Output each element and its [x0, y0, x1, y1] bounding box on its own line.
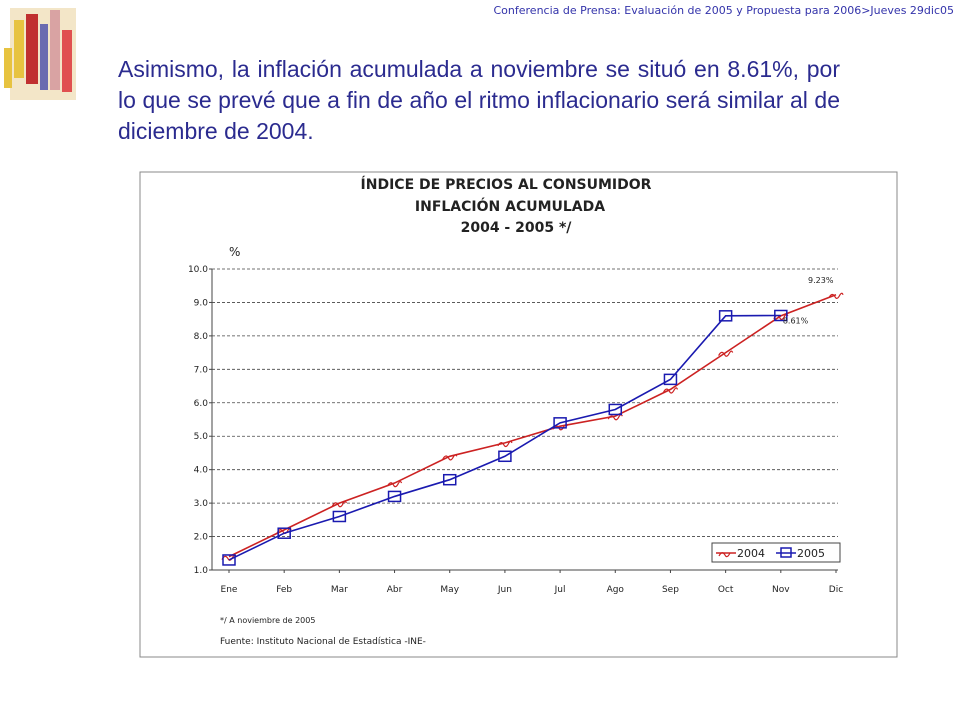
- x-tick-label: Dic: [829, 585, 843, 595]
- y-tick-label: 5.0: [194, 432, 209, 442]
- point-marker: [332, 510, 347, 523]
- x-tick-label: Mar: [331, 585, 348, 595]
- x-tick-label: Jun: [497, 585, 512, 595]
- x-tick-label: Ago: [607, 585, 625, 595]
- point-marker: [222, 554, 236, 566]
- data-label: 9.23%: [808, 276, 834, 285]
- legend-label: 2005: [797, 547, 825, 560]
- y-tick-label: 9.0: [194, 298, 209, 308]
- x-tick-label: Ene: [221, 585, 238, 595]
- y-tick-label: 6.0: [194, 399, 209, 409]
- chart-title: INFLACIÓN ACUMULADA: [415, 197, 605, 215]
- point-marker: [718, 350, 734, 357]
- series-line: [228, 294, 837, 558]
- point-marker: [497, 440, 513, 448]
- point-marker: [608, 403, 623, 416]
- point-marker: [553, 417, 567, 429]
- chart-title: 2004 - 2005 */: [461, 220, 573, 236]
- logo: [4, 8, 76, 100]
- y-tick-label: 4.0: [194, 466, 209, 476]
- legend-label: 2004: [737, 547, 765, 560]
- x-tick-label: Feb: [276, 585, 292, 595]
- point-marker: [442, 473, 457, 486]
- point-marker: [331, 501, 347, 508]
- series-line: [228, 314, 781, 561]
- footnote: */ A noviembre de 2005: [220, 616, 315, 625]
- x-tick-label: Jul: [554, 585, 566, 595]
- y-tick-label: 10.0: [188, 265, 208, 275]
- y-tick-label: 7.0: [194, 365, 209, 375]
- x-tick-label: Oct: [718, 585, 734, 595]
- slide-header: Conferencia de Prensa: Evaluación de 200…: [493, 4, 955, 17]
- point-marker: [387, 490, 402, 503]
- x-tick-label: Abr: [387, 585, 403, 595]
- chart-title: ÍNDICE DE PRECIOS AL CONSUMIDOR: [361, 176, 652, 193]
- point-marker: [387, 480, 403, 488]
- x-tick-label: Sep: [662, 585, 679, 595]
- x-tick-label: May: [440, 585, 459, 595]
- y-tick-label: 1.0: [194, 566, 209, 576]
- y-tick-label: 3.0: [194, 499, 209, 509]
- y-tick-label: 8.0: [194, 332, 209, 342]
- point-marker: [718, 310, 733, 322]
- point-marker: [663, 373, 678, 386]
- point-marker: [774, 309, 788, 322]
- point-marker: [662, 387, 679, 394]
- body-text: Asimismo, la inflación acumulada a novie…: [118, 56, 840, 144]
- chart-frame: [139, 171, 898, 658]
- footnote: Fuente: Instituto Nacional de Estadístic…: [220, 637, 426, 647]
- y-tick-label: 2.0: [194, 533, 209, 543]
- legend-swatch: [780, 547, 792, 558]
- data-label: 8.61%: [783, 316, 809, 325]
- point-marker: [828, 292, 844, 299]
- point-marker: [498, 450, 512, 463]
- point-marker: [277, 527, 291, 539]
- point-marker: [442, 454, 458, 461]
- x-tick-label: Nov: [772, 585, 790, 595]
- y-axis-label: %: [229, 245, 240, 259]
- legend-swatch: [718, 552, 731, 558]
